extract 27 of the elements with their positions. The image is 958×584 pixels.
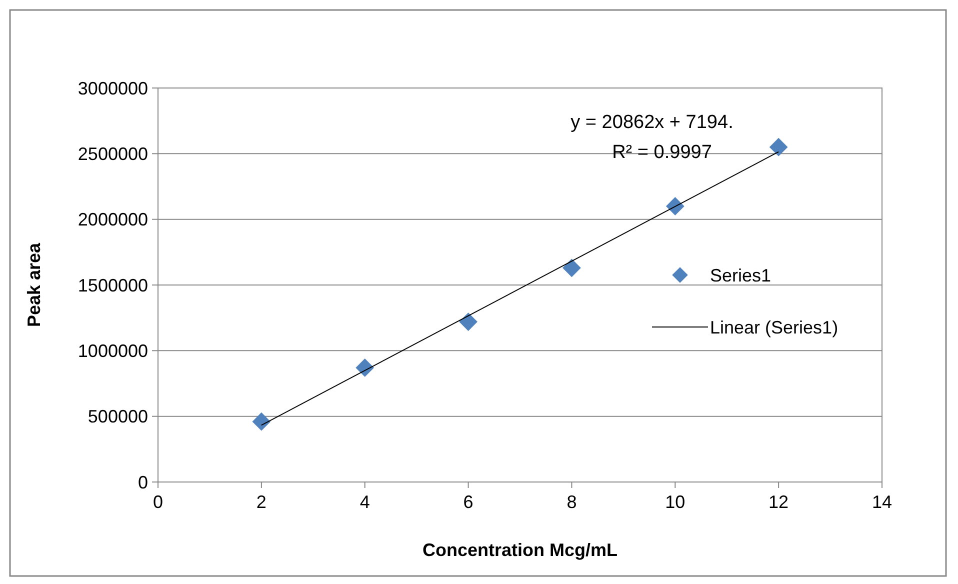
x-tick-label: 14 bbox=[872, 492, 892, 512]
x-tick-label: 12 bbox=[768, 492, 789, 512]
legend-label: Series1 bbox=[710, 265, 772, 286]
y-tick-label: 1000000 bbox=[78, 340, 148, 361]
x-tick-label: 4 bbox=[360, 492, 370, 512]
x-tick-label: 0 bbox=[152, 492, 164, 512]
point bbox=[252, 412, 271, 431]
x-tick-label: 2 bbox=[256, 492, 266, 512]
x-axis-title: Concentration Mcg/mL bbox=[422, 540, 618, 560]
annotation: R² = 0.9997 bbox=[612, 142, 712, 163]
annotation: y = 20862x + 7194. bbox=[570, 112, 734, 133]
legend-label: Linear (Series1) bbox=[710, 317, 838, 338]
point bbox=[666, 197, 684, 216]
y-tick-label: 3000000 bbox=[78, 78, 148, 98]
x-tick-label: 8 bbox=[566, 492, 577, 512]
y-tick-label: 0 bbox=[138, 472, 148, 492]
point bbox=[562, 258, 581, 278]
point bbox=[356, 358, 374, 377]
y-axis-title: Peak area bbox=[24, 242, 44, 328]
y-tick-label: 2000000 bbox=[78, 210, 148, 230]
x-tick-label: 10 bbox=[665, 492, 686, 512]
x-tick-label: 6 bbox=[463, 492, 474, 512]
y-tick-label: 1500000 bbox=[78, 275, 148, 296]
y-tick-label: 2500000 bbox=[78, 144, 148, 164]
point bbox=[769, 138, 788, 156]
point bbox=[459, 312, 478, 331]
y-tick-label: 500000 bbox=[88, 406, 148, 427]
